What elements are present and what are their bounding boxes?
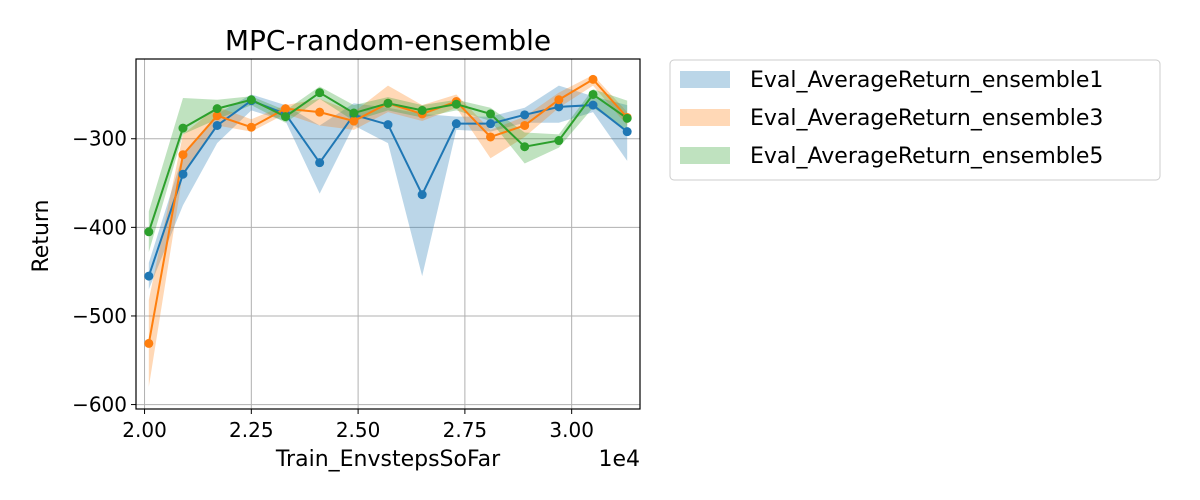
point-series-1	[554, 102, 564, 112]
x-tick-label: 2.00	[122, 418, 167, 442]
point-series-3	[246, 95, 256, 105]
point-series-3	[178, 123, 188, 133]
point-series-1	[178, 169, 188, 179]
point-series-3	[315, 88, 325, 98]
point-series-2	[144, 338, 154, 348]
point-series-2	[280, 104, 290, 114]
y-tick-label: −500	[72, 304, 127, 328]
y-tick-label: −300	[72, 127, 127, 151]
x-axis-label: Train_EnvstepsSoFar	[275, 447, 501, 472]
band-series-3	[148, 86, 628, 253]
point-series-1	[144, 271, 154, 281]
point-series-3	[383, 98, 393, 108]
point-series-1	[417, 190, 427, 200]
point-series-3	[520, 142, 530, 152]
point-series-2	[178, 150, 188, 160]
point-series-2	[520, 120, 530, 130]
point-series-3	[622, 113, 632, 123]
x-tick-label: 2.25	[229, 418, 274, 442]
point-series-2	[554, 95, 564, 105]
x-axis-offset-label: 1e4	[598, 447, 640, 472]
point-series-1	[451, 119, 461, 129]
legend-label-ensemble5: Eval_AverageReturn_ensemble5	[750, 144, 1103, 169]
point-series-3	[280, 112, 290, 122]
point-series-1	[588, 100, 598, 110]
y-axis-ticks: −600 −500 −400 −300	[72, 127, 136, 417]
legend-swatch-ensemble3	[680, 109, 730, 126]
point-series-1	[622, 127, 632, 137]
legend-label-ensemble3: Eval_AverageReturn_ensemble3	[750, 106, 1103, 131]
chart-title: MPC-random-ensemble	[225, 24, 551, 57]
point-series-3	[451, 99, 461, 109]
point-series-3	[144, 227, 154, 237]
x-tick-label: 3.00	[549, 418, 594, 442]
x-tick-label: 2.75	[443, 418, 488, 442]
point-series-3	[212, 104, 222, 114]
point-series-2	[315, 107, 325, 117]
point-series-1	[315, 158, 325, 168]
y-axis-label: Return	[29, 199, 54, 272]
legend-label-ensemble1: Eval_AverageReturn_ensemble1	[750, 68, 1103, 93]
point-series-3	[486, 109, 496, 119]
legend: Eval_AverageReturn_ensemble1 Eval_Averag…	[669, 59, 1161, 181]
point-series-3	[417, 105, 427, 115]
legend-swatch-ensemble5	[680, 147, 730, 164]
y-tick-label: −600	[72, 393, 127, 417]
legend-box	[669, 59, 1161, 181]
point-series-1	[486, 119, 496, 129]
point-series-3	[588, 89, 598, 99]
legend-swatch-ensemble1	[680, 71, 730, 88]
point-series-2	[349, 116, 359, 126]
point-series-3	[554, 136, 564, 146]
point-series-1	[383, 120, 393, 130]
point-series-2	[486, 132, 496, 142]
x-axis-ticks: 2.00 2.25 2.50 2.75 3.00	[122, 409, 594, 442]
point-series-3	[349, 108, 359, 118]
series-points	[144, 74, 632, 348]
point-series-2	[246, 122, 256, 132]
y-tick-label: −400	[72, 215, 127, 239]
point-series-1	[520, 110, 530, 120]
point-series-1	[212, 120, 222, 130]
point-series-2	[588, 74, 598, 84]
plot-frame	[135, 58, 641, 410]
x-tick-label: 2.50	[336, 418, 381, 442]
point-series-2	[212, 111, 222, 121]
